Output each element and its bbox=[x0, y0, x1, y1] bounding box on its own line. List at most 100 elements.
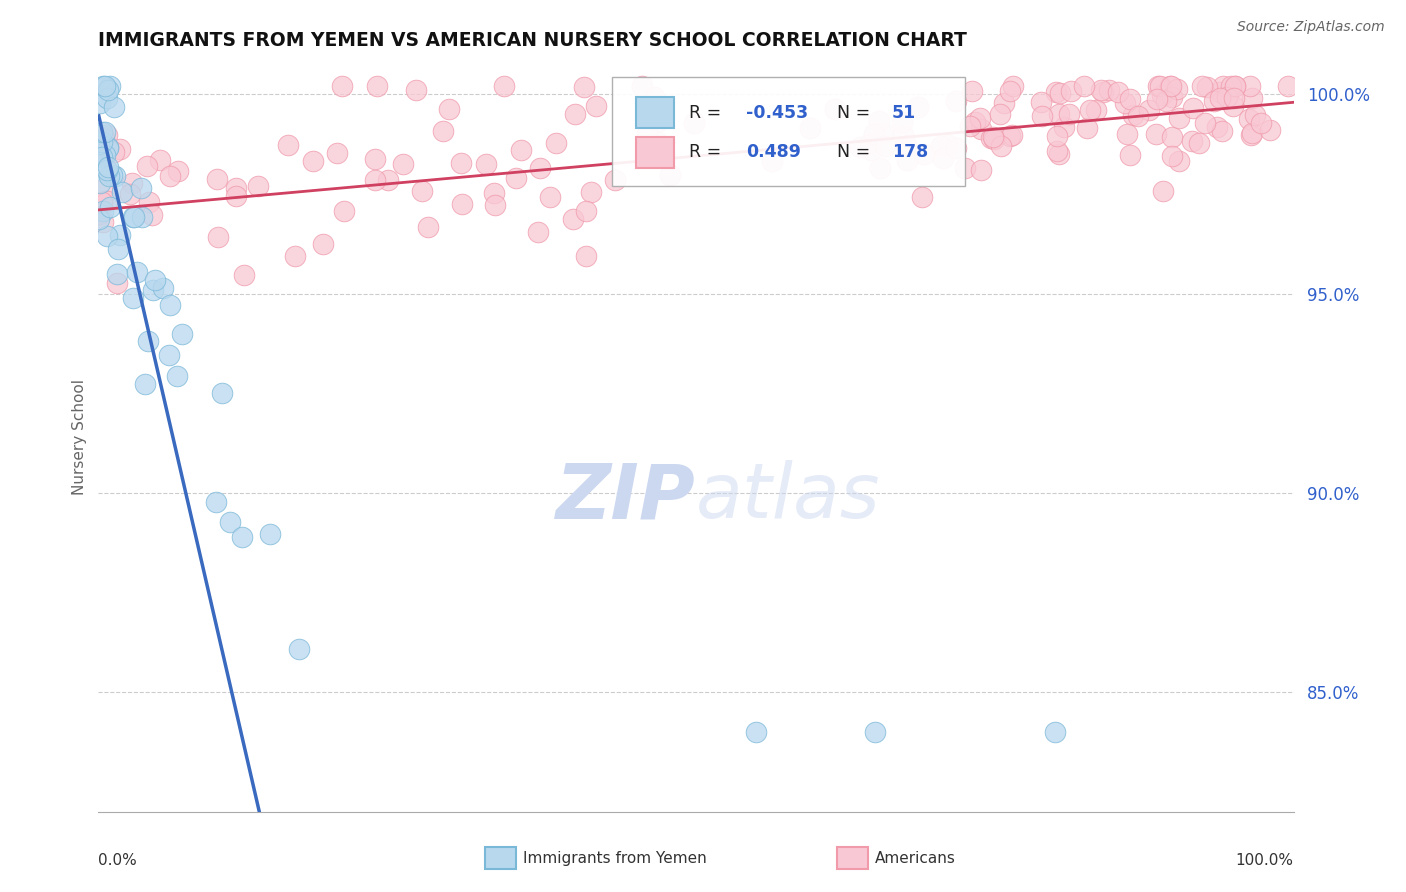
Point bbox=[94, 125, 117, 139]
Point bbox=[1277, 79, 1299, 94]
Point bbox=[90, 125, 112, 139]
Point bbox=[125, 265, 148, 279]
Point bbox=[1206, 120, 1229, 135]
Point bbox=[1091, 86, 1114, 100]
Point bbox=[96, 228, 118, 243]
Point bbox=[960, 84, 983, 98]
Point bbox=[1047, 147, 1070, 161]
Point bbox=[1181, 134, 1204, 148]
Point bbox=[89, 176, 111, 190]
Text: 0.489: 0.489 bbox=[747, 144, 801, 161]
Point bbox=[869, 161, 891, 175]
Point bbox=[1161, 130, 1184, 145]
Point bbox=[538, 189, 561, 203]
Point bbox=[579, 185, 602, 199]
Point bbox=[873, 139, 896, 153]
Point bbox=[564, 107, 586, 121]
Point bbox=[585, 99, 607, 113]
Point bbox=[225, 181, 247, 195]
Point bbox=[1149, 79, 1171, 94]
Point bbox=[1166, 82, 1188, 96]
Point bbox=[1144, 127, 1167, 141]
Point bbox=[233, 268, 256, 282]
Point bbox=[97, 141, 120, 155]
Point bbox=[366, 79, 388, 94]
Point bbox=[159, 348, 181, 362]
Text: 100.0%: 100.0% bbox=[1236, 853, 1294, 868]
Point bbox=[574, 80, 596, 95]
Point bbox=[107, 242, 129, 256]
Point bbox=[97, 161, 120, 175]
Text: IMMIGRANTS FROM YEMEN VS AMERICAN NURSERY SCHOOL CORRELATION CHART: IMMIGRANTS FROM YEMEN VS AMERICAN NURSER… bbox=[98, 31, 967, 50]
FancyBboxPatch shape bbox=[637, 97, 675, 128]
Point bbox=[945, 141, 967, 155]
Point bbox=[159, 298, 181, 312]
Point bbox=[1187, 136, 1209, 151]
Text: N =: N = bbox=[837, 144, 876, 161]
Point bbox=[1191, 79, 1213, 94]
Point bbox=[131, 181, 153, 195]
Text: 51: 51 bbox=[891, 103, 917, 121]
Point bbox=[131, 211, 153, 225]
Point bbox=[311, 236, 333, 251]
Point bbox=[1160, 79, 1182, 94]
Point bbox=[659, 168, 682, 182]
Point bbox=[865, 725, 887, 739]
Point bbox=[211, 386, 233, 401]
Point bbox=[868, 113, 890, 128]
Point bbox=[527, 225, 550, 239]
Point bbox=[1119, 92, 1142, 106]
Text: 178: 178 bbox=[891, 144, 928, 161]
Point bbox=[87, 212, 110, 227]
Point bbox=[1078, 103, 1101, 117]
Point bbox=[1090, 83, 1112, 97]
Point bbox=[450, 155, 472, 169]
Point bbox=[1197, 80, 1219, 95]
Point bbox=[1258, 123, 1281, 137]
Point bbox=[91, 194, 114, 209]
Point bbox=[97, 83, 120, 97]
Point bbox=[204, 495, 226, 509]
Point bbox=[284, 249, 307, 263]
Point bbox=[1029, 95, 1052, 110]
Point bbox=[1194, 115, 1216, 129]
Point bbox=[859, 136, 882, 150]
Point bbox=[1060, 84, 1083, 98]
Point bbox=[1116, 127, 1139, 141]
Point bbox=[849, 140, 872, 154]
Point bbox=[1001, 79, 1024, 94]
Point bbox=[932, 151, 955, 165]
Point bbox=[505, 171, 527, 186]
Point bbox=[108, 227, 131, 242]
Point bbox=[141, 208, 163, 222]
Point bbox=[799, 121, 821, 136]
Point bbox=[1212, 79, 1234, 94]
Point bbox=[510, 143, 533, 157]
Point bbox=[929, 138, 952, 153]
Point bbox=[1150, 88, 1173, 103]
Point bbox=[912, 147, 935, 161]
Point bbox=[91, 79, 114, 94]
Point bbox=[1001, 128, 1024, 142]
Point bbox=[955, 161, 977, 176]
Point bbox=[1202, 94, 1225, 108]
Point bbox=[1049, 86, 1071, 100]
Text: Immigrants from Yemen: Immigrants from Yemen bbox=[523, 851, 707, 865]
Point bbox=[136, 159, 159, 173]
Point bbox=[89, 95, 111, 110]
Point bbox=[1223, 90, 1246, 104]
Point bbox=[890, 114, 912, 128]
Point bbox=[990, 138, 1012, 153]
Point bbox=[484, 186, 506, 200]
Point bbox=[1161, 149, 1184, 163]
Point bbox=[333, 204, 356, 219]
Point bbox=[969, 111, 991, 125]
Point bbox=[893, 128, 915, 143]
Text: -0.453: -0.453 bbox=[747, 103, 808, 121]
Point bbox=[969, 121, 991, 136]
Y-axis label: Nursery School: Nursery School bbox=[72, 379, 87, 495]
Point bbox=[970, 163, 993, 178]
Point bbox=[980, 130, 1002, 145]
Point bbox=[96, 128, 118, 142]
Point bbox=[1161, 90, 1184, 104]
